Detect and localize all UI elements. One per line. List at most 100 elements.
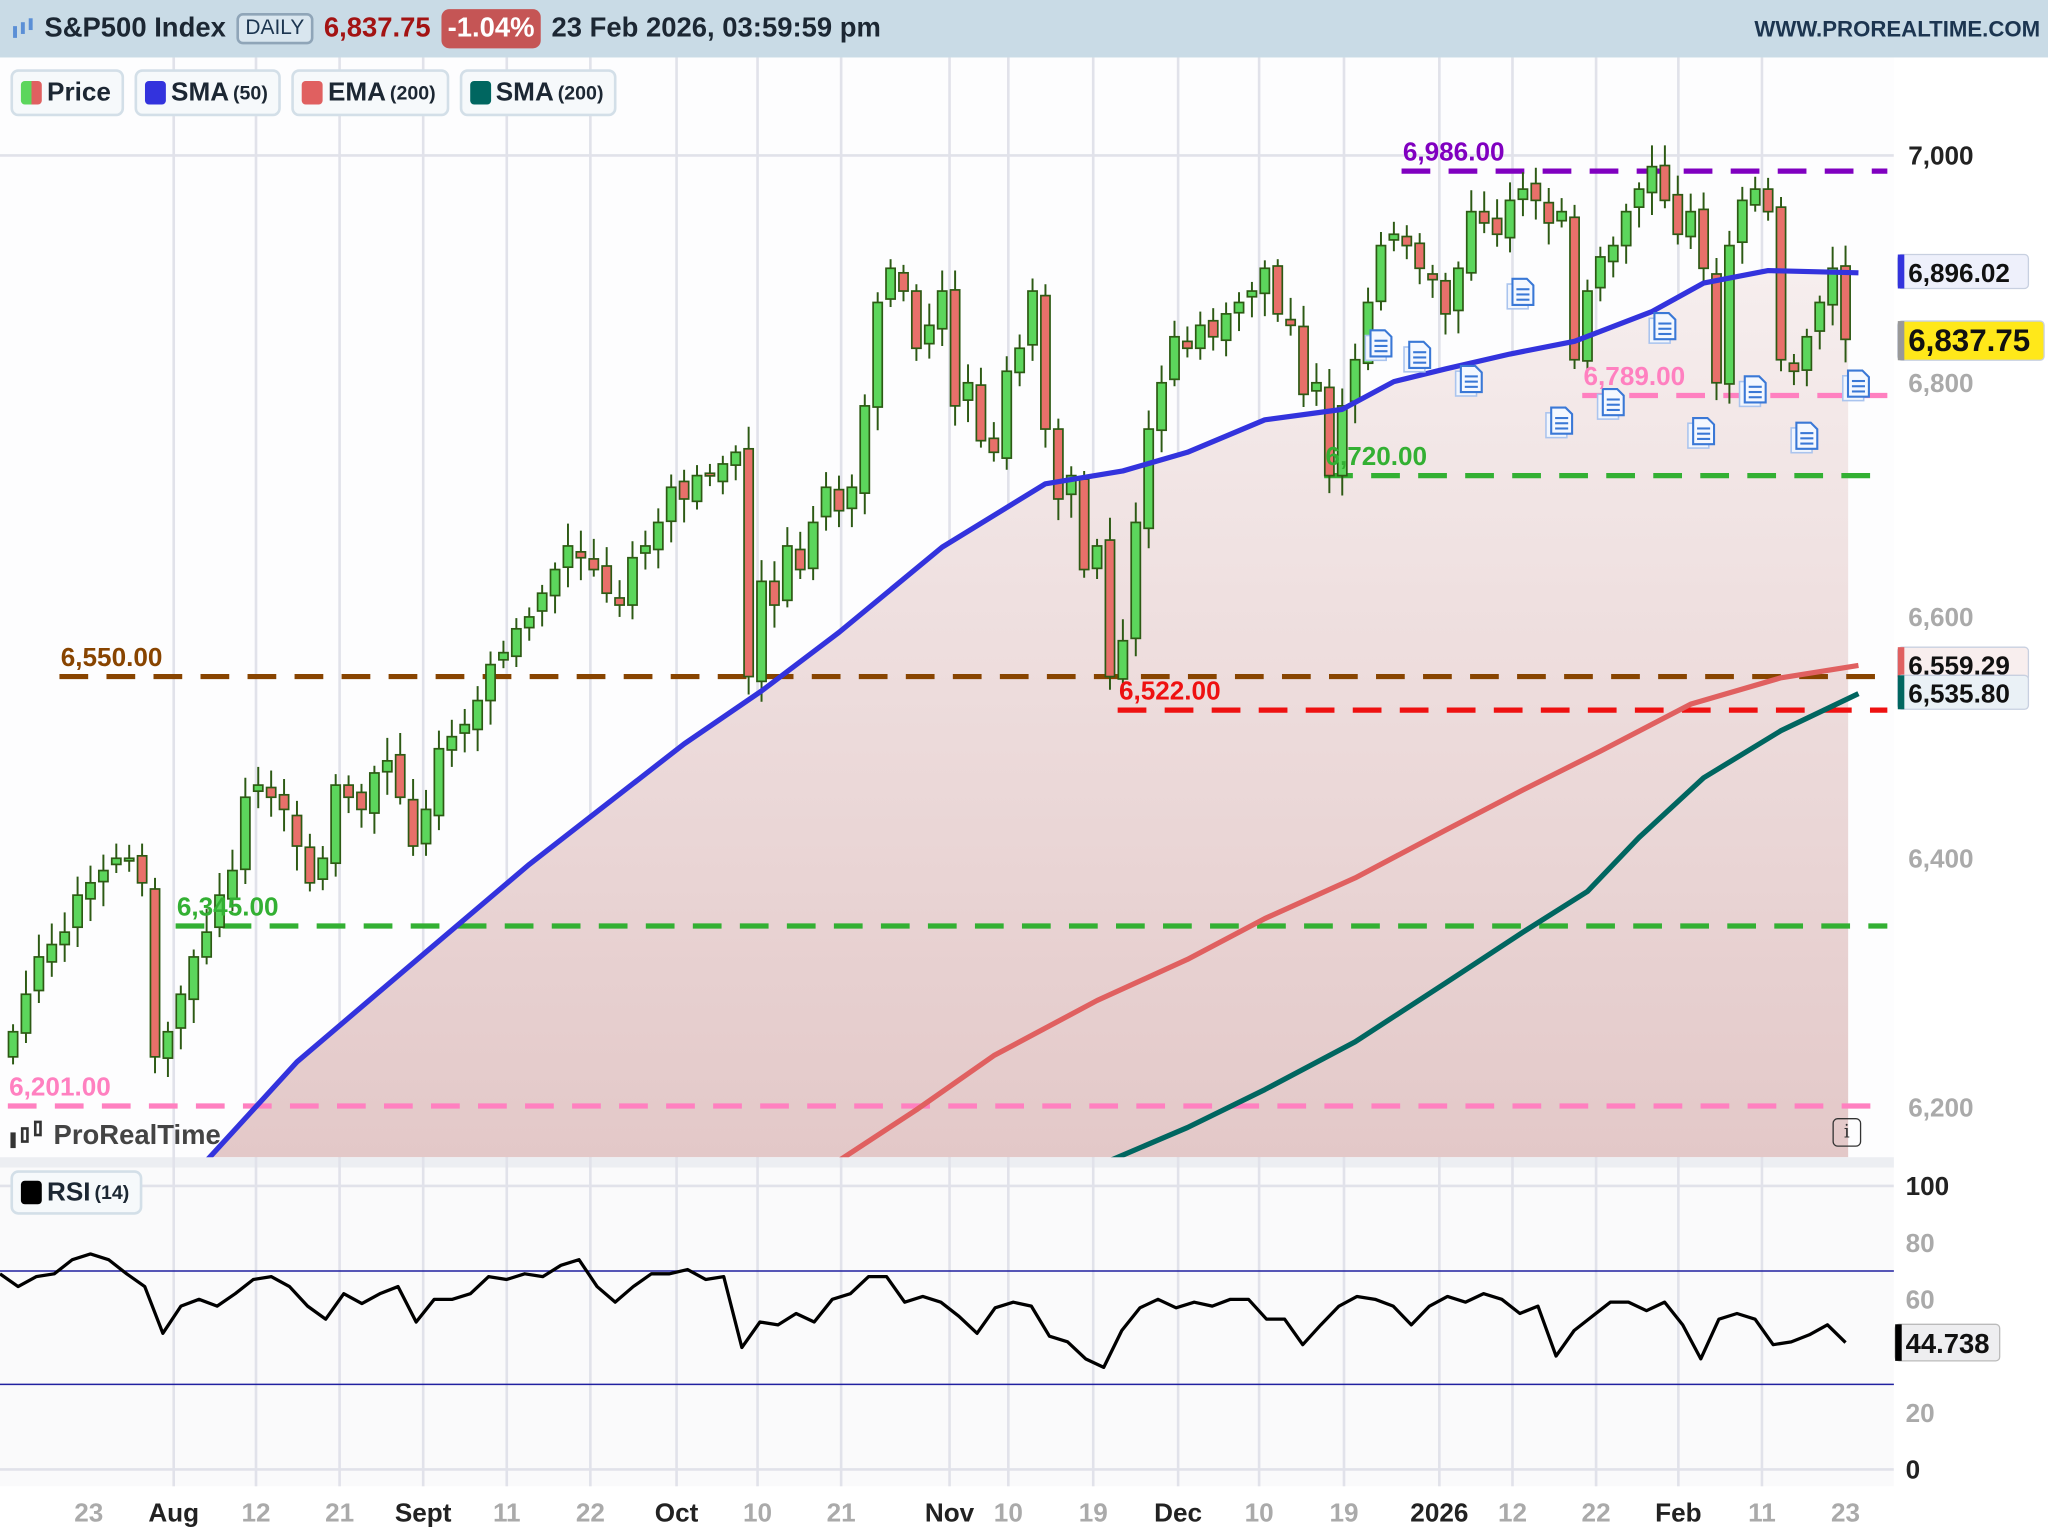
legend-sma200[interactable]: SMA (200) bbox=[459, 69, 617, 117]
candle[interactable] bbox=[291, 800, 303, 871]
candle[interactable] bbox=[1078, 470, 1090, 578]
candle[interactable] bbox=[265, 770, 277, 817]
candle[interactable] bbox=[1401, 225, 1413, 260]
candle[interactable] bbox=[278, 779, 290, 832]
candle[interactable] bbox=[59, 912, 71, 962]
candle[interactable] bbox=[1181, 326, 1193, 358]
candle[interactable] bbox=[704, 463, 716, 487]
candle[interactable] bbox=[85, 865, 96, 922]
candle[interactable] bbox=[1065, 466, 1077, 518]
candle[interactable] bbox=[1465, 190, 1477, 281]
candle[interactable] bbox=[781, 527, 793, 608]
candle[interactable] bbox=[1323, 368, 1335, 494]
candle[interactable] bbox=[472, 686, 484, 752]
candle[interactable] bbox=[536, 584, 548, 627]
candle[interactable] bbox=[1543, 187, 1555, 245]
candle[interactable] bbox=[1556, 198, 1568, 228]
legend-price[interactable]: Price bbox=[10, 69, 124, 117]
candle[interactable] bbox=[123, 844, 135, 872]
candle[interactable] bbox=[433, 730, 445, 831]
candle[interactable] bbox=[601, 547, 613, 603]
candle[interactable] bbox=[562, 523, 574, 588]
candle[interactable] bbox=[769, 561, 780, 628]
candle[interactable] bbox=[1220, 302, 1232, 357]
candle[interactable] bbox=[1517, 172, 1529, 217]
candle[interactable] bbox=[1646, 145, 1658, 216]
info-icon[interactable]: i bbox=[1832, 1118, 1862, 1147]
candle[interactable] bbox=[691, 465, 703, 510]
candle[interactable] bbox=[1672, 175, 1684, 245]
candle[interactable] bbox=[1723, 230, 1735, 404]
candle[interactable] bbox=[730, 445, 742, 481]
candle[interactable] bbox=[1582, 279, 1593, 373]
candle[interactable] bbox=[72, 876, 84, 948]
candle[interactable] bbox=[1259, 260, 1271, 317]
candle[interactable] bbox=[381, 737, 393, 795]
candle[interactable] bbox=[1594, 246, 1606, 302]
candle[interactable] bbox=[201, 908, 213, 965]
candle[interactable] bbox=[1762, 177, 1774, 221]
document-icon[interactable] bbox=[1545, 406, 1574, 439]
candle[interactable] bbox=[1014, 334, 1026, 387]
document-icon[interactable] bbox=[1506, 277, 1535, 310]
candle[interactable] bbox=[807, 506, 819, 581]
candle[interactable] bbox=[1375, 231, 1387, 311]
candle[interactable] bbox=[678, 469, 690, 523]
candle[interactable] bbox=[214, 872, 225, 938]
pane-separator[interactable] bbox=[0, 1157, 2048, 1168]
candle[interactable] bbox=[1117, 619, 1129, 695]
candle[interactable] bbox=[1298, 305, 1309, 408]
candle[interactable] bbox=[1001, 356, 1013, 470]
candle[interactable] bbox=[1698, 192, 1710, 284]
candle[interactable] bbox=[1104, 517, 1116, 690]
candle[interactable] bbox=[1440, 272, 1451, 335]
candle[interactable] bbox=[7, 1024, 19, 1065]
candle[interactable] bbox=[1530, 167, 1542, 220]
candle[interactable] bbox=[1736, 186, 1748, 264]
candle[interactable] bbox=[149, 877, 161, 1074]
candle[interactable] bbox=[833, 475, 845, 528]
candle[interactable] bbox=[575, 530, 587, 581]
candle[interactable] bbox=[1194, 311, 1206, 360]
candle[interactable] bbox=[20, 970, 32, 1044]
candle[interactable] bbox=[317, 846, 329, 891]
candle[interactable] bbox=[1788, 354, 1800, 386]
document-icon[interactable] bbox=[1454, 364, 1483, 397]
candle[interactable] bbox=[1775, 196, 1787, 372]
candle[interactable] bbox=[304, 833, 316, 892]
candle[interactable] bbox=[1607, 236, 1619, 278]
legend-rsi[interactable]: RSI (14) bbox=[10, 1170, 143, 1215]
candle[interactable] bbox=[1478, 191, 1490, 234]
candle[interactable] bbox=[136, 843, 148, 897]
candle[interactable] bbox=[110, 843, 122, 873]
document-icon[interactable] bbox=[1596, 388, 1625, 420]
document-icon[interactable] bbox=[1648, 312, 1677, 344]
candle[interactable] bbox=[368, 765, 380, 834]
candle[interactable] bbox=[239, 777, 251, 885]
candle[interactable] bbox=[523, 607, 535, 641]
candle[interactable] bbox=[1633, 182, 1645, 228]
document-icon[interactable] bbox=[1841, 369, 1870, 402]
candle[interactable] bbox=[756, 560, 767, 702]
candle[interactable] bbox=[588, 538, 600, 577]
candle[interactable] bbox=[988, 422, 1000, 462]
candle[interactable] bbox=[962, 364, 974, 423]
candle[interactable] bbox=[1336, 388, 1348, 496]
document-icon[interactable] bbox=[1364, 329, 1393, 362]
candle[interactable] bbox=[846, 474, 858, 528]
candle[interactable] bbox=[330, 774, 342, 877]
candle[interactable] bbox=[498, 640, 509, 669]
candle[interactable] bbox=[743, 426, 755, 695]
candle[interactable] bbox=[859, 394, 871, 515]
candle[interactable] bbox=[407, 779, 419, 856]
document-icon[interactable] bbox=[1738, 375, 1767, 408]
price-axis[interactable] bbox=[1893, 57, 2048, 1487]
candle[interactable] bbox=[252, 766, 264, 809]
candle[interactable] bbox=[1207, 308, 1219, 351]
candle[interactable] bbox=[1749, 176, 1761, 212]
candle[interactable] bbox=[1233, 292, 1245, 332]
candle[interactable] bbox=[639, 530, 651, 570]
candle[interactable] bbox=[1091, 538, 1103, 579]
candle[interactable] bbox=[1311, 363, 1322, 406]
